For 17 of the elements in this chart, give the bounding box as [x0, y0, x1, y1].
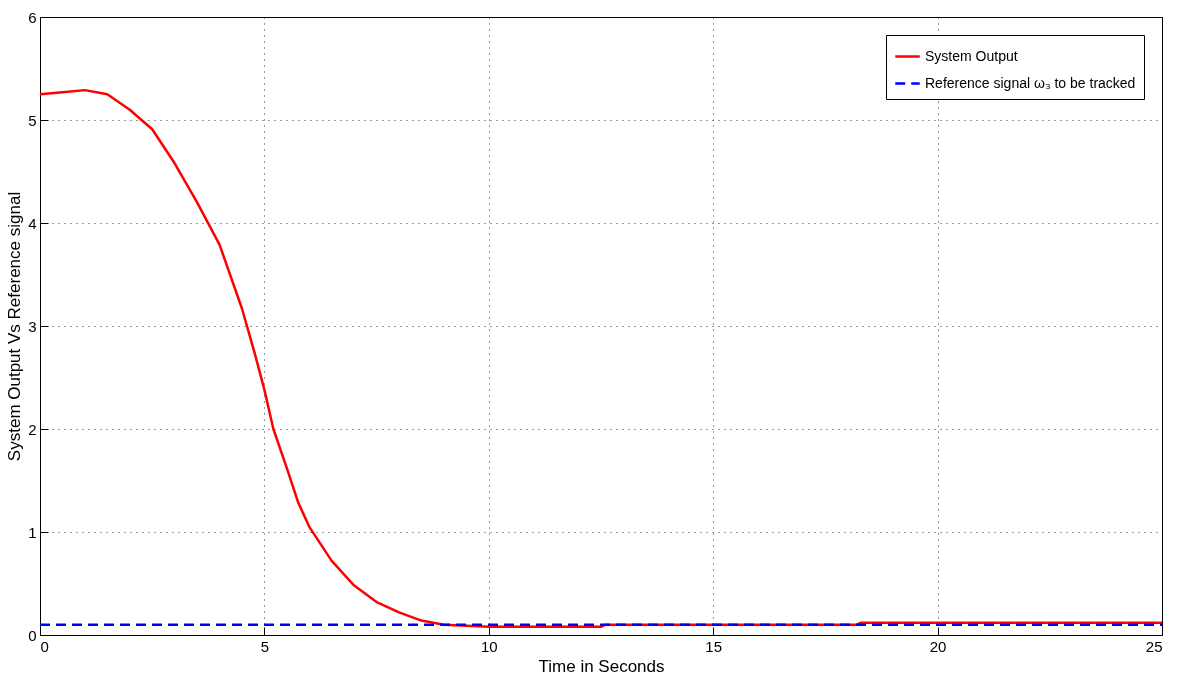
x-axis-title: Time in Seconds — [538, 656, 665, 676]
x-tick-label: 5 — [260, 637, 270, 655]
x-tick-label: 20 — [929, 637, 947, 655]
x-tick-label: 25 — [1145, 637, 1163, 655]
y-tick-label: 4 — [28, 214, 37, 232]
legend-label: System Output — [925, 47, 1018, 64]
y-axis-title: System Output Vs Reference signal — [5, 191, 25, 462]
x-tick-label: 10 — [480, 637, 498, 655]
y-tick-label: 3 — [28, 317, 37, 335]
x-tick-label: 0 — [40, 637, 49, 655]
y-tick-label: 1 — [28, 523, 37, 541]
y-tick-label: 5 — [28, 111, 37, 129]
y-tick-label: 6 — [28, 8, 37, 26]
x-tick-label: 15 — [705, 637, 723, 655]
y-tick-label: 2 — [28, 420, 37, 438]
y-tick-label: 0 — [28, 626, 37, 644]
legend-label: Reference signal ω₃ to be tracked — [925, 74, 1136, 91]
